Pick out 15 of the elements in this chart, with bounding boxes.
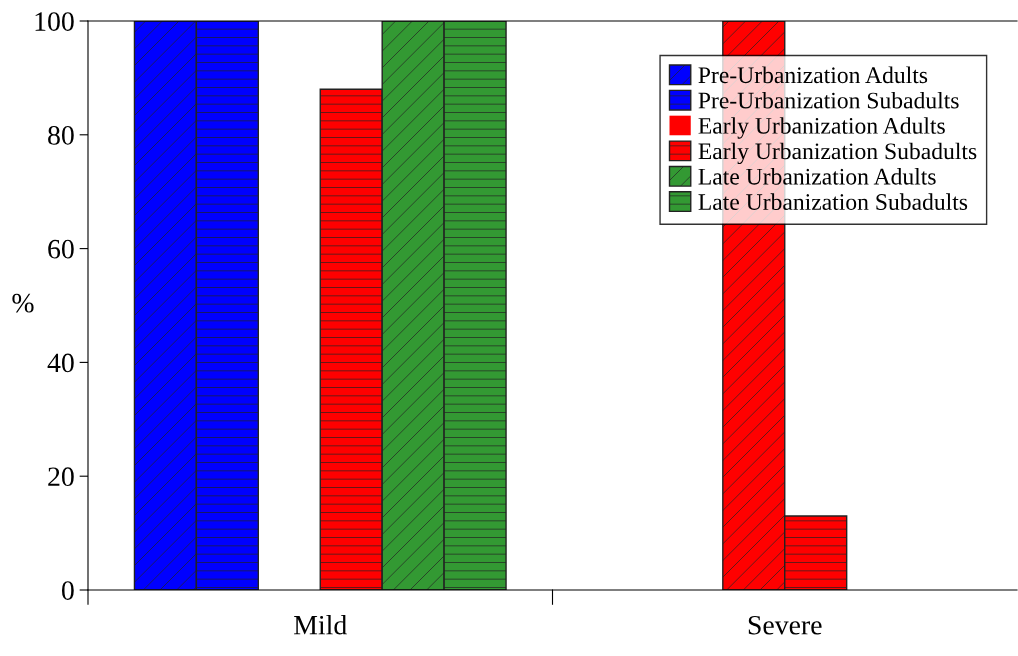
y-tick-label: 80: [48, 125, 74, 145]
x-tick-label: Mild: [294, 615, 347, 635]
legend-label: Pre-Urbanization Subadults: [698, 91, 959, 109]
legend-label: Early Urbanization Adults: [698, 117, 945, 139]
y-tick-label: 60: [48, 239, 74, 259]
y-tick-label: 20: [48, 467, 74, 487]
y-tick-label: 0: [61, 581, 74, 600]
x-tick-label: Severe: [748, 615, 822, 635]
y-axis-title: %: [12, 293, 34, 313]
legend-label: Late Urbanization Subadults: [698, 193, 968, 210]
legend-label: Early Urbanization Subadults: [698, 142, 977, 165]
y-tick-label: 40: [47, 353, 74, 373]
legend-label: Pre-Urbanization Adults: [698, 66, 928, 84]
legend-label: Late Urbanization Adults: [698, 168, 936, 185]
y-tick-label: 100: [35, 12, 74, 31]
